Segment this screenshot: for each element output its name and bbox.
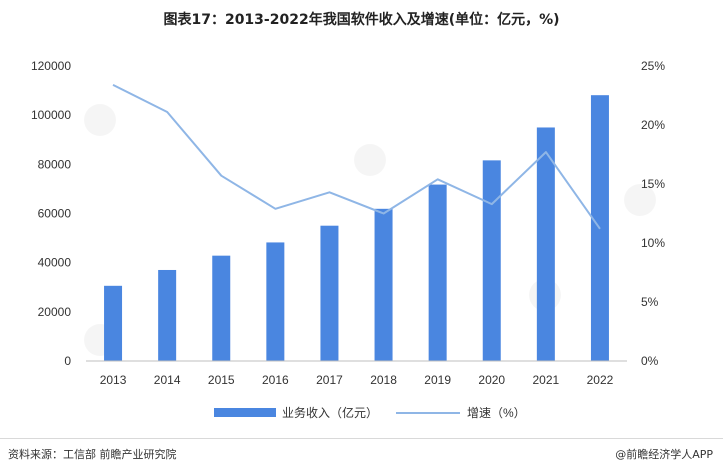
legend-bar-swatch xyxy=(214,408,276,417)
watermark-logo xyxy=(354,144,386,176)
left-tick-label: 60000 xyxy=(38,207,72,221)
x-tick-label: 2015 xyxy=(208,373,235,387)
x-tick-label: 2018 xyxy=(370,373,397,387)
right-tick-label: 25% xyxy=(641,59,665,73)
x-tick-label: 2021 xyxy=(532,373,559,387)
legend: 业务收入（亿元） 增速（%） xyxy=(214,405,526,420)
right-tick-label: 0% xyxy=(641,354,659,368)
left-tick-label: 80000 xyxy=(38,157,72,171)
x-tick-label: 2014 xyxy=(154,373,181,387)
legend-bar-label: 业务收入（亿元） xyxy=(282,405,378,420)
bar-2020 xyxy=(482,160,501,361)
legend-line-label: 增速（%） xyxy=(467,406,526,420)
right-tick-label: 10% xyxy=(641,236,665,250)
right-tick-label: 5% xyxy=(641,295,659,309)
watermark-logo xyxy=(624,184,656,216)
x-tick-label: 2019 xyxy=(424,373,451,387)
bar-2016 xyxy=(266,242,285,361)
x-tick-label: 2022 xyxy=(587,373,614,387)
source-note: 资料来源：工信部 前瞻产业研究院 xyxy=(8,448,177,461)
chart-title: 图表17：2013-2022年我国软件收入及增速(单位：亿元，%) xyxy=(163,12,560,28)
x-tick-label: 2020 xyxy=(478,373,505,387)
bar-series xyxy=(104,95,609,361)
right-tick-label: 20% xyxy=(641,118,665,132)
left-tick-label: 0 xyxy=(64,354,71,368)
left-tick-label: 40000 xyxy=(38,256,72,270)
watermark-logo xyxy=(84,104,116,136)
bar-2018 xyxy=(374,208,393,361)
left-tick-label: 120000 xyxy=(31,59,71,73)
x-tick-label: 2013 xyxy=(100,373,127,387)
x-tick-label: 2017 xyxy=(316,373,343,387)
growth-line xyxy=(112,84,601,230)
bar-2013 xyxy=(104,285,123,361)
left-tick-label: 100000 xyxy=(31,108,71,122)
bar-2019 xyxy=(428,184,447,361)
bar-2017 xyxy=(320,225,339,361)
x-tick-label: 2016 xyxy=(262,373,289,387)
left-tick-label: 20000 xyxy=(38,305,72,319)
footer-divider xyxy=(0,438,723,439)
line-series xyxy=(112,84,601,230)
right-tick-label: 15% xyxy=(641,177,665,191)
bar-2014 xyxy=(158,269,177,361)
x-tick-labels: 2013 2014 2015 2016 2017 2018 2019 2020 2021 2022 xyxy=(100,373,614,387)
right-tick-labels: 0% 5% 10% 15% 20% 25% xyxy=(641,59,665,368)
left-tick-labels: 0 20000 40000 60000 80000 100000 120000 xyxy=(31,59,71,368)
bar-2015 xyxy=(212,255,231,361)
brand-label: @前瞻经济学人APP xyxy=(615,448,713,461)
bar-2021 xyxy=(536,127,555,361)
